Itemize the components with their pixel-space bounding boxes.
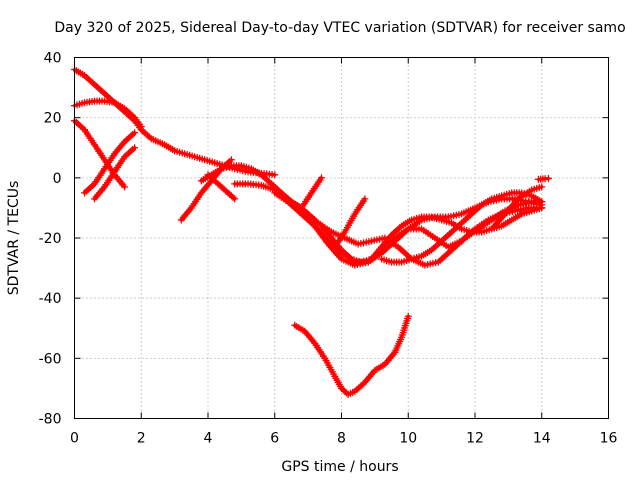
x-tick-label: 12: [466, 431, 484, 447]
y-tick-label: -60: [39, 351, 62, 367]
x-tick-label: 8: [337, 431, 346, 447]
data-point: [227, 156, 235, 164]
x-axis-label: GPS time / hours: [281, 459, 398, 475]
x-tick-label: 16: [600, 431, 618, 447]
series-track-8: [204, 171, 239, 203]
data-point: [338, 384, 345, 392]
series-track-14: [378, 189, 546, 266]
data-point: [137, 123, 145, 131]
x-tick-label: 0: [70, 431, 79, 447]
x-tick-label: 14: [533, 431, 551, 447]
y-tick-label: -20: [39, 231, 62, 247]
y-tick-label: -40: [39, 291, 62, 307]
data-point: [121, 183, 129, 191]
series-track-15: [488, 183, 546, 233]
axis-ticks: 0 2 4 6 8 10 12 14 16 -80 -60 -40 -20 0 20 40: [39, 51, 618, 447]
data-point: [229, 193, 237, 201]
data-point: [271, 171, 279, 179]
x-tick-label: 10: [399, 431, 417, 447]
data-point: [339, 386, 347, 394]
chart-title: Day 320 of 2025, Sidereal Day-to-day VTE…: [54, 20, 625, 36]
data-point: [404, 312, 412, 320]
x-tick-label: 2: [137, 431, 146, 447]
series-track-2: [71, 97, 145, 131]
grid-lines: [74, 57, 609, 419]
data-point: [538, 204, 546, 212]
data-point: [544, 174, 552, 182]
data-point: [538, 198, 546, 206]
series-track-16: [534, 174, 552, 183]
series-track-17: [291, 312, 412, 398]
data-point: [341, 387, 349, 395]
series-track-5: [91, 144, 139, 203]
series-track-1: [71, 66, 279, 179]
data-point: [538, 183, 546, 191]
data-point: [131, 144, 139, 152]
data-point: [224, 189, 232, 197]
data-point: [317, 174, 325, 182]
y-tick-label: -80: [39, 412, 62, 428]
y-axis-label: SDTVAR / TECUs: [6, 181, 22, 296]
y-tick-label: 0: [53, 171, 62, 187]
data-point: [131, 129, 139, 137]
data-point: [231, 195, 239, 203]
data-point: [361, 195, 369, 203]
x-tick-label: 4: [204, 431, 213, 447]
data-point: [226, 190, 234, 198]
series-track-12: [317, 204, 546, 266]
y-tick-label: 20: [44, 111, 62, 127]
data-series: [71, 66, 552, 398]
y-tick-label: 40: [44, 51, 62, 67]
data-point: [227, 192, 235, 200]
series-track-4: [81, 129, 139, 197]
x-tick-label: 6: [270, 431, 279, 447]
series-track-13: [331, 195, 369, 251]
